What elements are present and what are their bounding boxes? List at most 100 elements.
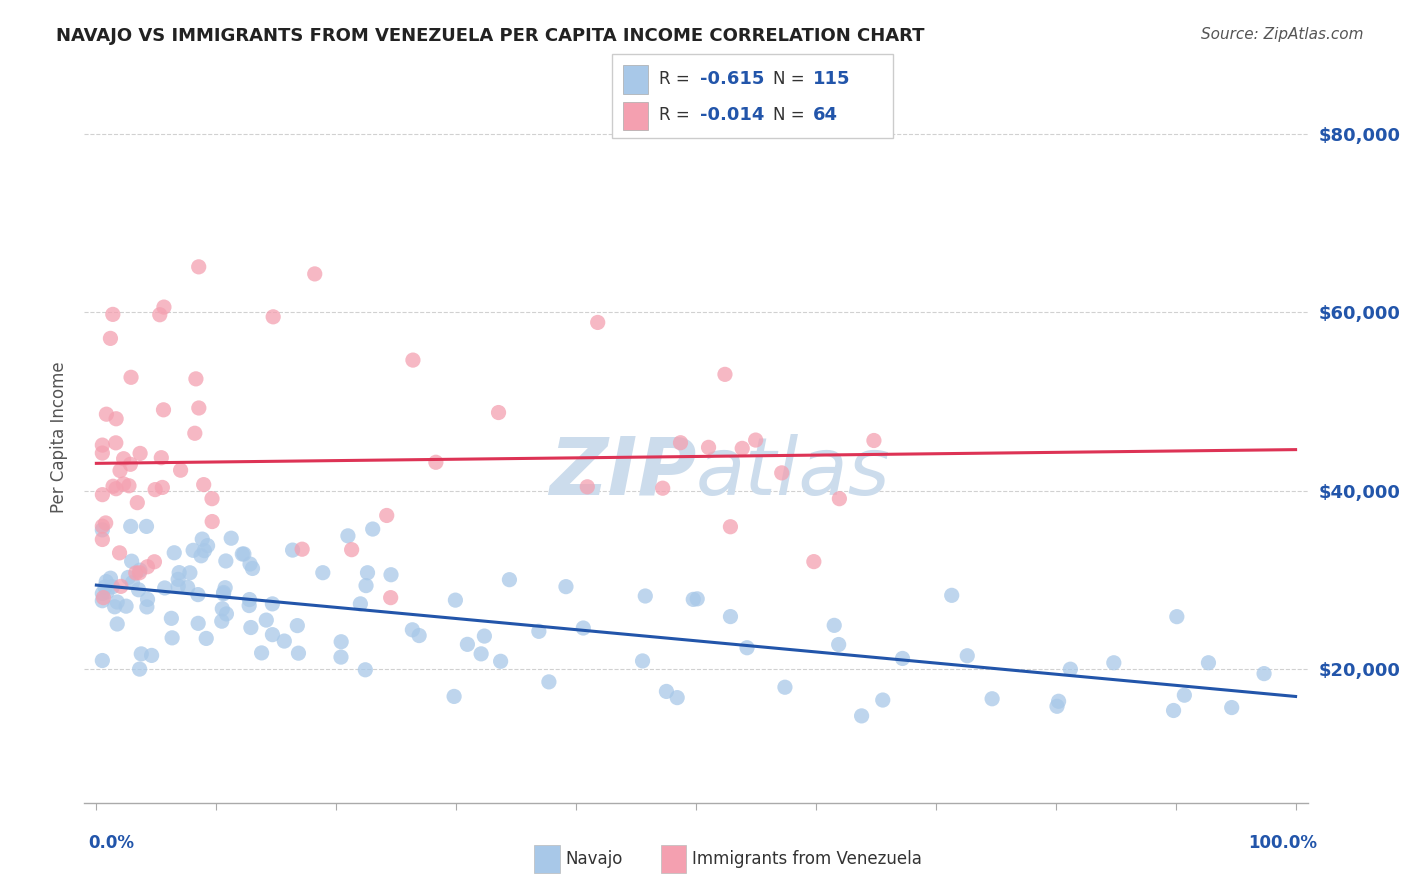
Point	[1173, 688, 1195, 702]
Point	[108, 464, 131, 478]
Point	[262, 628, 284, 642]
Point	[105, 595, 128, 609]
Point	[153, 300, 176, 314]
Point	[312, 566, 335, 580]
Point	[803, 555, 825, 569]
Point	[273, 634, 295, 648]
Point	[150, 450, 173, 465]
Point	[489, 654, 512, 668]
Point	[238, 592, 260, 607]
Point	[91, 586, 114, 600]
Point	[634, 589, 657, 603]
Point	[1046, 699, 1069, 714]
Point	[129, 647, 152, 661]
Point	[110, 579, 132, 593]
Point	[201, 491, 224, 506]
Point	[96, 574, 118, 589]
Point	[828, 491, 851, 506]
Point	[195, 632, 218, 646]
Point	[401, 623, 423, 637]
Point	[163, 546, 186, 560]
Point	[160, 631, 183, 645]
Point	[160, 611, 183, 625]
Point	[262, 310, 284, 324]
Point	[470, 647, 492, 661]
Point	[239, 621, 262, 635]
Point	[735, 640, 758, 655]
Point	[105, 617, 128, 632]
Point	[375, 508, 398, 523]
Point	[474, 629, 496, 643]
Point	[211, 614, 233, 628]
Point	[669, 435, 692, 450]
Point	[176, 581, 198, 595]
Point	[402, 353, 425, 368]
Point	[720, 520, 742, 534]
Point	[190, 549, 212, 563]
Point	[193, 477, 215, 491]
Point	[631, 654, 654, 668]
Point	[851, 709, 873, 723]
Point	[193, 543, 215, 558]
Point	[179, 566, 201, 580]
Point	[1253, 666, 1275, 681]
Point	[773, 680, 796, 694]
Point	[91, 519, 114, 533]
Text: 64: 64	[813, 106, 838, 124]
Point	[349, 597, 371, 611]
Point	[128, 662, 150, 676]
Point	[169, 463, 191, 477]
Point	[101, 479, 124, 493]
Text: 115: 115	[813, 70, 851, 87]
Point	[152, 402, 174, 417]
Point	[104, 599, 127, 614]
Point	[215, 607, 238, 621]
Point	[212, 587, 235, 601]
Point	[91, 593, 114, 607]
Point	[572, 621, 595, 635]
Point	[281, 543, 304, 558]
Point	[576, 480, 599, 494]
Point	[96, 584, 118, 599]
Point	[184, 426, 207, 441]
Point	[105, 411, 128, 425]
Point	[120, 370, 142, 384]
Point	[356, 566, 378, 580]
Point	[187, 260, 209, 274]
Point	[118, 479, 141, 493]
Point	[153, 581, 176, 595]
Point	[167, 579, 190, 593]
Point	[720, 609, 742, 624]
Point	[285, 618, 308, 632]
Point	[181, 543, 204, 558]
Point	[1166, 609, 1188, 624]
Point	[291, 542, 314, 557]
Point	[211, 601, 233, 615]
Point	[330, 634, 353, 648]
Point	[100, 571, 122, 585]
Point	[425, 455, 447, 469]
Point	[666, 690, 689, 705]
Point	[242, 561, 264, 575]
Point	[697, 441, 720, 455]
Point	[125, 566, 148, 580]
Point	[184, 372, 207, 386]
Point	[101, 580, 124, 594]
Point	[219, 531, 242, 545]
Text: Immigrants from Venezuela: Immigrants from Venezuela	[692, 850, 921, 868]
Point	[863, 434, 886, 448]
Point	[94, 516, 117, 530]
Text: 100.0%: 100.0%	[1249, 834, 1317, 852]
Text: NAVAJO VS IMMIGRANTS FROM VENEZUELA PER CAPITA INCOME CORRELATION CHART: NAVAJO VS IMMIGRANTS FROM VENEZUELA PER …	[56, 27, 925, 45]
Point	[744, 433, 766, 447]
Text: R =: R =	[659, 70, 696, 87]
Text: atlas: atlas	[696, 434, 891, 512]
Point	[100, 331, 122, 345]
Point	[191, 532, 214, 546]
Point	[444, 593, 467, 607]
Text: Source: ZipAtlas.com: Source: ZipAtlas.com	[1201, 27, 1364, 42]
Text: N =: N =	[773, 70, 810, 87]
Point	[201, 515, 224, 529]
Point	[115, 599, 138, 614]
Point	[380, 567, 402, 582]
